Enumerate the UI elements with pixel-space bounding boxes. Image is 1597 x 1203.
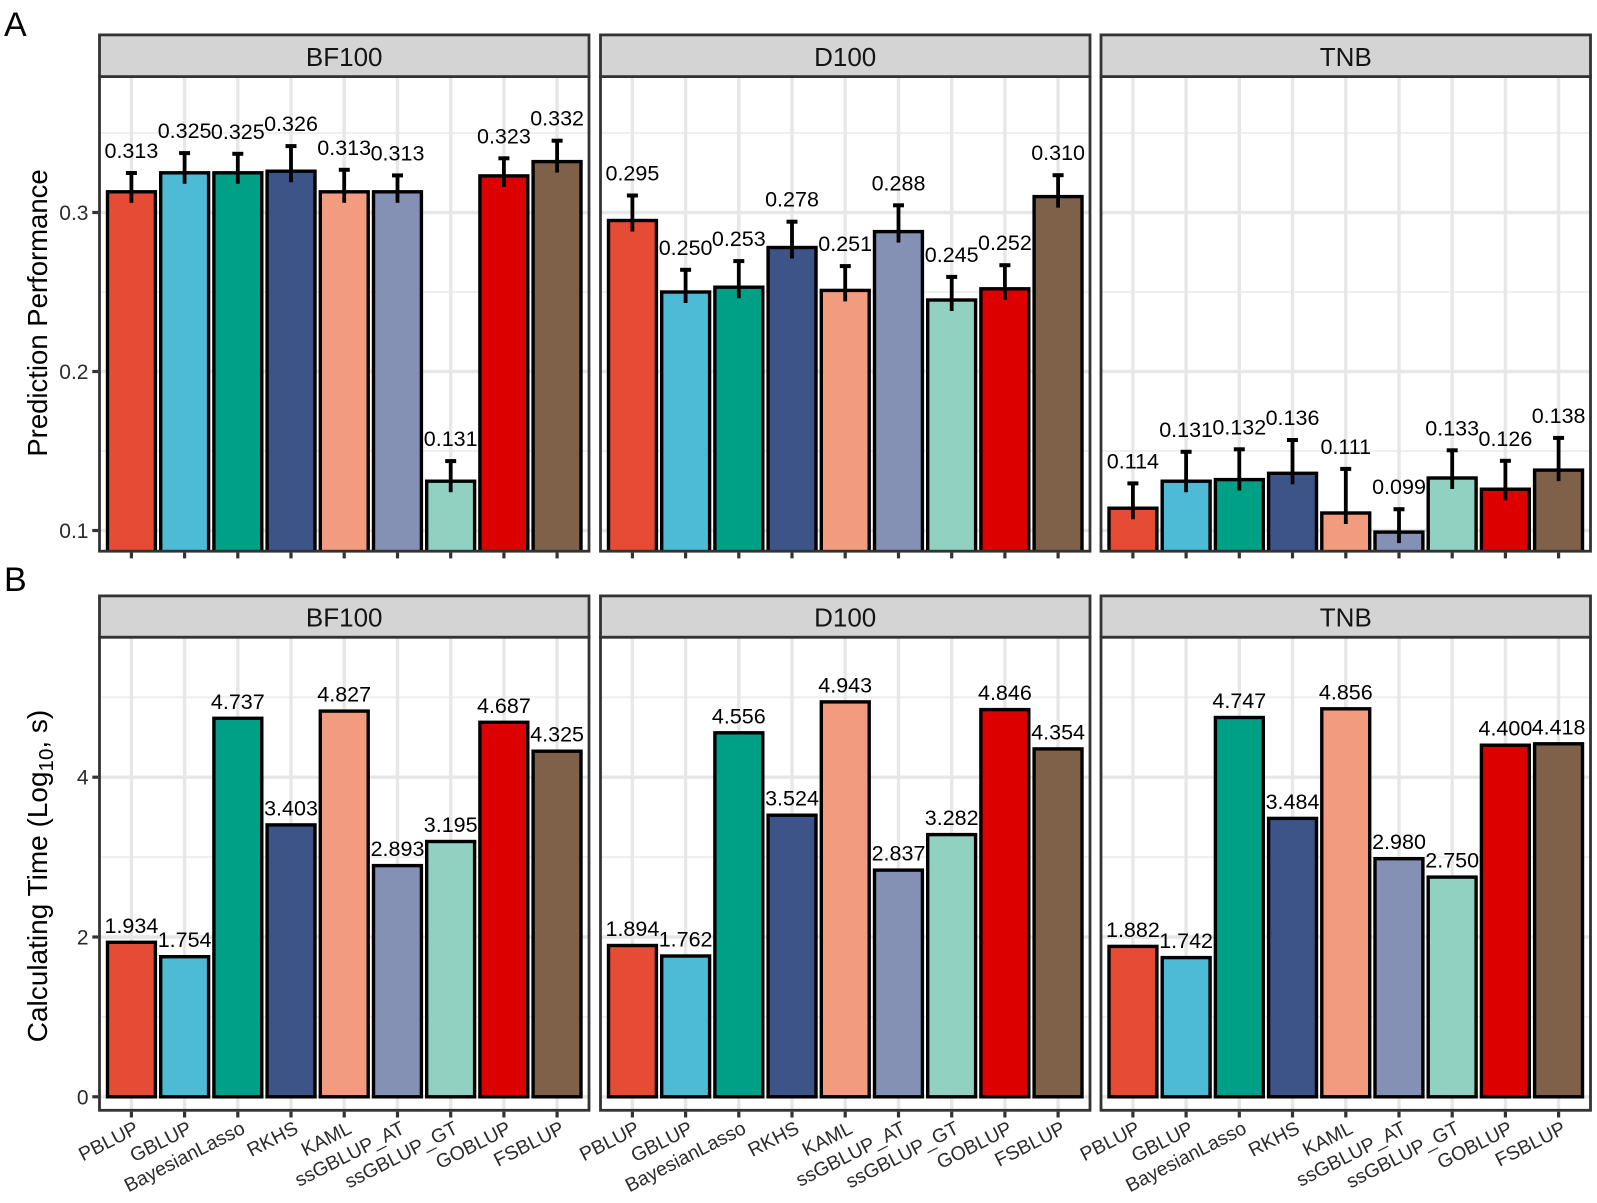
svg-text:0.126: 0.126: [1478, 427, 1532, 451]
svg-text:2.750: 2.750: [1425, 849, 1479, 873]
svg-text:0: 0: [77, 1086, 89, 1109]
svg-text:0.099: 0.099: [1372, 475, 1426, 499]
svg-text:0.245: 0.245: [925, 243, 979, 267]
svg-text:1.882: 1.882: [1106, 918, 1160, 942]
svg-text:4.856: 4.856: [1319, 680, 1373, 704]
svg-text:4: 4: [77, 767, 89, 790]
svg-text:3.282: 3.282: [925, 806, 979, 830]
svg-text:4.827: 4.827: [317, 683, 371, 707]
svg-text:4.400: 4.400: [1478, 717, 1532, 741]
svg-text:0.313: 0.313: [104, 139, 158, 163]
svg-text:0.133: 0.133: [1425, 416, 1479, 440]
svg-text:0.313: 0.313: [317, 136, 371, 160]
svg-text:A: A: [4, 6, 27, 44]
svg-text:B: B: [4, 561, 27, 599]
svg-text:1.934: 1.934: [104, 914, 158, 938]
svg-text:4.943: 4.943: [818, 673, 872, 697]
svg-text:4.747: 4.747: [1212, 689, 1266, 713]
svg-text:0.252: 0.252: [978, 231, 1032, 255]
svg-text:2.837: 2.837: [872, 842, 926, 866]
svg-text:4.354: 4.354: [1031, 720, 1085, 744]
svg-text:0.253: 0.253: [712, 227, 766, 251]
svg-text:0.326: 0.326: [264, 112, 318, 136]
svg-text:0.323: 0.323: [477, 124, 531, 148]
svg-text:0.251: 0.251: [818, 232, 872, 256]
svg-text:0.313: 0.313: [371, 141, 425, 165]
svg-text:3.403: 3.403: [264, 796, 318, 820]
svg-text:TNB: TNB: [1320, 42, 1372, 72]
svg-text:0.138: 0.138: [1532, 404, 1586, 428]
svg-text:2.893: 2.893: [371, 837, 425, 861]
svg-text:4.556: 4.556: [712, 704, 766, 728]
svg-text:0.325: 0.325: [211, 120, 265, 144]
svg-text:2: 2: [77, 927, 89, 950]
svg-text:0.250: 0.250: [659, 236, 713, 260]
svg-text:0.310: 0.310: [1031, 141, 1085, 165]
svg-text:0.114: 0.114: [1107, 449, 1159, 473]
svg-text:0.136: 0.136: [1266, 406, 1320, 430]
svg-text:1.894: 1.894: [605, 917, 659, 941]
svg-text:D100: D100: [814, 603, 876, 633]
svg-text:TNB: TNB: [1320, 603, 1372, 633]
svg-text:4.737: 4.737: [211, 690, 265, 714]
svg-text:2.980: 2.980: [1372, 830, 1426, 854]
svg-text:BF100: BF100: [306, 42, 383, 72]
svg-text:4.846: 4.846: [978, 681, 1032, 705]
svg-text:4.687: 4.687: [477, 694, 531, 718]
svg-text:Prediction Performance: Prediction Performance: [22, 169, 53, 456]
svg-text:0.132: 0.132: [1212, 415, 1266, 439]
svg-text:1.754: 1.754: [158, 928, 212, 952]
svg-text:0.295: 0.295: [605, 162, 659, 186]
svg-text:0.332: 0.332: [530, 107, 584, 131]
svg-text:4.325: 4.325: [530, 723, 584, 747]
svg-text:3.195: 3.195: [424, 813, 478, 837]
svg-text:0.131: 0.131: [1159, 418, 1213, 442]
svg-text:0.325: 0.325: [158, 119, 212, 143]
svg-text:1.762: 1.762: [659, 928, 713, 952]
svg-text:D100: D100: [814, 42, 876, 72]
svg-text:0.2: 0.2: [59, 361, 88, 384]
svg-text:0.288: 0.288: [872, 171, 926, 195]
svg-text:3.484: 3.484: [1266, 790, 1320, 814]
svg-text:0.3: 0.3: [59, 202, 88, 225]
svg-text:0.278: 0.278: [765, 188, 819, 212]
svg-text:BF100: BF100: [306, 603, 383, 633]
svg-text:0.111: 0.111: [1320, 435, 1371, 459]
svg-text:3.524: 3.524: [765, 787, 819, 811]
svg-text:1.742: 1.742: [1159, 929, 1213, 953]
svg-text:0.131: 0.131: [424, 427, 478, 451]
svg-text:0.1: 0.1: [59, 520, 88, 543]
svg-text:4.418: 4.418: [1532, 715, 1586, 739]
